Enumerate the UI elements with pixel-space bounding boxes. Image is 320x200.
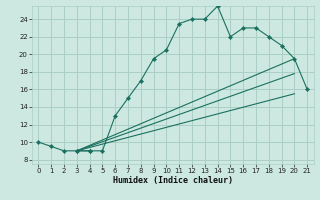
X-axis label: Humidex (Indice chaleur): Humidex (Indice chaleur): [113, 176, 233, 185]
